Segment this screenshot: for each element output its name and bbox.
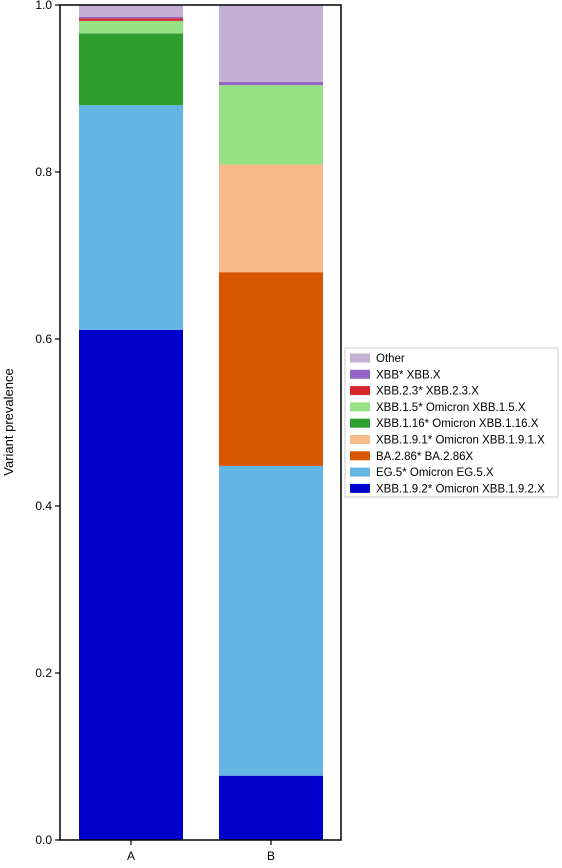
y-axis-title: Variant prevalence xyxy=(1,368,16,475)
bar-segment-b-5 xyxy=(219,85,323,165)
y-axis: 0.0 0.2 0.4 0.6 0.8 1.0 xyxy=(35,0,60,847)
legend-label: XBB.1.5* Omicron XBB.1.5.X xyxy=(376,402,526,414)
y-tick-label: 0.8 xyxy=(35,165,52,179)
y-tick-label: 0.6 xyxy=(35,332,52,346)
bar-segment-a-7 xyxy=(79,16,183,19)
legend-swatch xyxy=(350,402,370,412)
legend-box xyxy=(344,347,559,498)
bar-segment-b-1 xyxy=(219,465,323,776)
bars-layer xyxy=(79,5,323,840)
legend-label: EG.5* Omicron EG.5.X xyxy=(376,467,494,479)
legend-label: XBB.1.16* Omicron XBB.1.16.X xyxy=(376,418,539,430)
bar-segment-a-6 xyxy=(79,18,183,21)
bar-segment-b-0 xyxy=(219,775,323,840)
legend-label: BA.2.86* BA.2.86X xyxy=(376,451,474,463)
x-tick-label: B xyxy=(267,849,275,863)
x-tick-label: A xyxy=(127,849,135,863)
bar-segment-a-1 xyxy=(79,105,183,330)
plot-frame xyxy=(59,4,342,841)
legend-swatch xyxy=(350,467,370,477)
bar-segment-a-8 xyxy=(79,5,183,17)
legend-swatch xyxy=(350,483,370,493)
legend-label: XBB.1.9.2* Omicron XBB.1.9.2.X xyxy=(376,483,545,495)
legend-swatch xyxy=(350,386,370,396)
bar-segment-b-2 xyxy=(219,272,323,466)
legend-label: XBB.2.3* XBB.2.3.X xyxy=(376,386,479,398)
legend-label: Other xyxy=(376,353,405,365)
legend-swatch xyxy=(350,451,370,461)
y-tick-label: 0.4 xyxy=(35,499,52,513)
legend-label: XBB* XBB.X xyxy=(376,369,441,381)
legend-label: XBB.1.9.1* Omicron XBB.1.9.1.X xyxy=(376,435,545,447)
y-tick-label: 0.2 xyxy=(35,666,52,680)
legend-swatch xyxy=(350,353,370,363)
legend-swatch xyxy=(350,369,370,379)
bar-segment-b-3 xyxy=(219,164,323,273)
bar-segment-b-8 xyxy=(219,5,323,82)
bar-segment-b-7 xyxy=(219,81,323,86)
y-tick-label: 0.0 xyxy=(35,833,52,847)
legend-swatch xyxy=(350,418,370,428)
legend: Other XBB* XBB.X XBB.2.3* XBB.2.3.X XBB.1.5… xyxy=(344,347,559,498)
y-tick-label: 1.0 xyxy=(35,0,52,12)
legend-swatch xyxy=(350,435,370,444)
bar-segment-a-4 xyxy=(79,33,183,106)
bar-segment-a-0 xyxy=(79,329,183,840)
bar-segment-a-5 xyxy=(79,20,183,34)
